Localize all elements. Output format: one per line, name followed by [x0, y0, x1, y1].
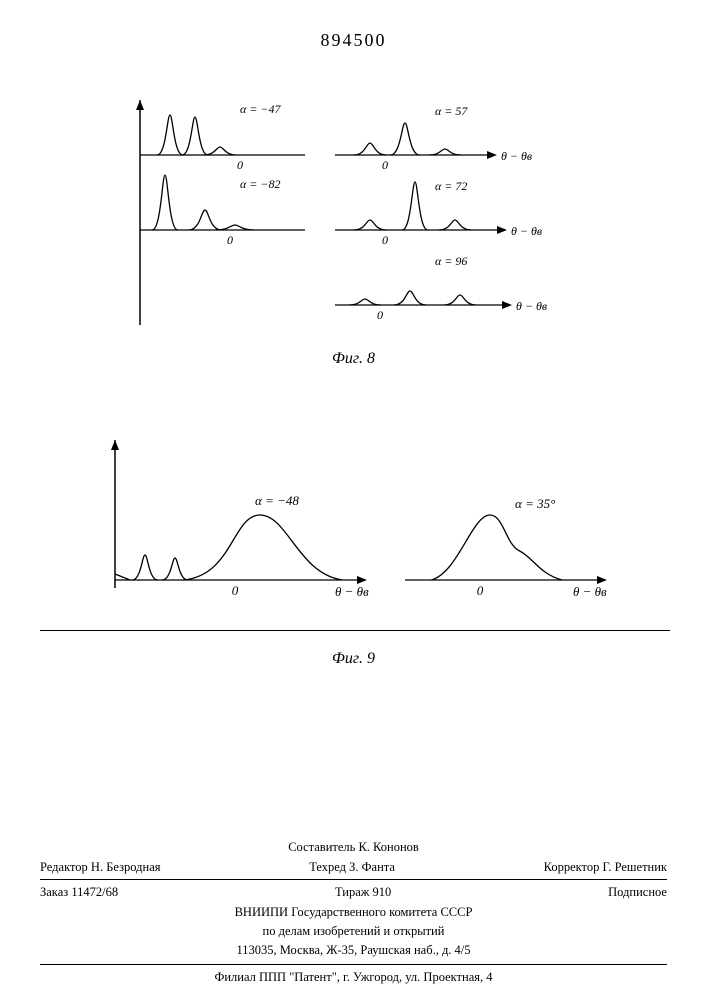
svg-text:α = −47: α = −47	[240, 102, 281, 116]
figure-9-caption: Фиг. 9	[0, 650, 707, 668]
figure-8: 0 α = −47 0 α = 57 θ − θв 0 α = −82 0 α = 72 θ − …	[125, 95, 595, 345]
svg-text:α = −82: α = −82	[240, 177, 281, 191]
svg-text:0: 0	[232, 583, 239, 598]
tehred: Техред З. Фанта	[309, 858, 395, 877]
svg-text:θ − θв: θ − θв	[516, 299, 547, 313]
sostavitel-name: К. Кононов	[358, 840, 418, 854]
svg-text:θ − θв: θ − θв	[511, 224, 542, 238]
sostavitel-label: Составитель	[288, 840, 355, 854]
tirazh-label: Тираж	[335, 885, 369, 899]
tirazh: Тираж 910	[335, 883, 391, 902]
tirazh-value: 910	[373, 885, 392, 899]
separator-line	[40, 630, 670, 631]
korrektor-label: Корректор	[544, 860, 600, 874]
figure-9-svg: 0 α = −48 θ − θв 0 α = 35° θ − θв	[95, 430, 625, 610]
svg-text:0: 0	[477, 583, 484, 598]
org-address: 113035, Москва, Ж-35, Раушская наб., д. …	[40, 941, 667, 960]
svg-text:α = 57: α = 57	[435, 104, 468, 118]
footer-filial: Филиал ППП "Патент", г. Ужгород, ул. Про…	[40, 964, 667, 987]
redaktor-name: Н. Безродная	[91, 860, 161, 874]
org-line-1: ВНИИПИ Государственного комитета СССР	[40, 903, 667, 922]
korrektor-name: Г. Решетник	[603, 860, 668, 874]
footer-block: Составитель К. Кононов Редактор Н. Безро…	[40, 838, 667, 986]
redaktor-label: Редактор	[40, 860, 88, 874]
svg-text:α = −48: α = −48	[255, 493, 299, 508]
figure-8-svg: 0 α = −47 0 α = 57 θ − θв 0 α = −82 0 α = 72 θ − …	[125, 95, 595, 345]
svg-text:θ − θв: θ − θв	[501, 149, 532, 163]
svg-text:0: 0	[382, 233, 388, 247]
svg-text:α = 96: α = 96	[435, 254, 467, 268]
svg-text:θ − θв: θ − θв	[335, 584, 369, 599]
org-line-2: по делам изобретений и открытий	[40, 922, 667, 941]
document-number: 894500	[0, 30, 707, 51]
zakaz-value: 11472/68	[71, 885, 118, 899]
page: 894500 0 α = −47 0 α = 57 θ − θв 0 α = −82 0 α =…	[0, 0, 707, 1000]
figure-8-caption: Фиг. 8	[0, 350, 707, 368]
figure-9: 0 α = −48 θ − θв 0 α = 35° θ − θв	[95, 430, 625, 610]
footer-org: ВНИИПИ Государственного комитета СССР по…	[40, 903, 667, 959]
svg-text:0: 0	[227, 233, 233, 247]
zakaz: Заказ 11472/68	[40, 883, 118, 902]
svg-text:α = 72: α = 72	[435, 179, 467, 193]
zakaz-label: Заказ	[40, 885, 68, 899]
svg-text:θ − θв: θ − θв	[573, 584, 607, 599]
footer-order-row: Заказ 11472/68 Тираж 910 Подписное	[40, 883, 667, 902]
svg-text:α = 35°: α = 35°	[515, 496, 555, 511]
footer-sostavitel: Составитель К. Кононов	[40, 838, 667, 857]
svg-text:0: 0	[377, 308, 383, 322]
tehred-label: Техред	[309, 860, 346, 874]
podpisnoe: Подписное	[608, 883, 667, 902]
svg-text:0: 0	[382, 158, 388, 172]
korrektor: Корректор Г. Решетник	[544, 858, 667, 877]
svg-text:0: 0	[237, 158, 243, 172]
footer-credits-row: Редактор Н. Безродная Техред З. Фанта Ко…	[40, 858, 667, 880]
tehred-name: З. Фанта	[349, 860, 395, 874]
redaktor: Редактор Н. Безродная	[40, 858, 161, 877]
